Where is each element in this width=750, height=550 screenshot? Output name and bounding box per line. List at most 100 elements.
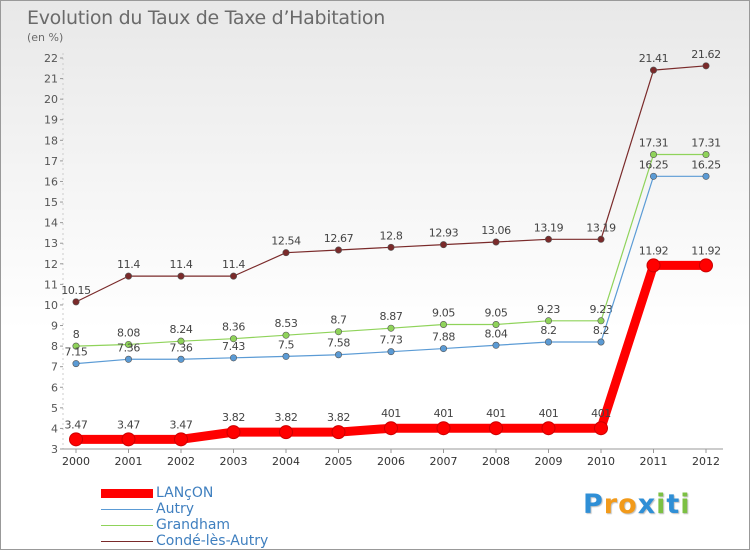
y-tick-label: 8	[51, 340, 58, 353]
data-point	[226, 425, 241, 440]
data-label: 8.24	[170, 323, 193, 336]
legend-label-grandham: Grandham	[156, 517, 231, 533]
data-point	[282, 249, 290, 257]
data-point	[387, 348, 395, 356]
y-tick-label: 15	[44, 196, 58, 209]
data-label: 12.8	[380, 229, 403, 242]
data-point	[544, 235, 552, 243]
data-point	[489, 421, 503, 436]
logo-letter: r	[603, 489, 619, 520]
x-tick-label: 2006	[377, 455, 405, 468]
data-label: 3.82	[327, 411, 350, 424]
y-tick-label: 11	[44, 278, 58, 291]
data-point	[177, 355, 185, 363]
logo-letter: o	[618, 489, 638, 520]
data-point	[334, 328, 342, 336]
data-label: 11.4	[222, 258, 245, 271]
data-label: 7.36	[117, 341, 140, 354]
y-tick-label: 16	[44, 175, 58, 188]
data-label: 7.88	[432, 331, 455, 344]
logo-letter: P	[583, 489, 604, 520]
data-label: 11.92	[691, 244, 721, 257]
data-label: 11.4	[170, 258, 193, 271]
data-point	[387, 324, 395, 332]
legend-label-autry: Autry	[156, 501, 194, 517]
data-label: 9.05	[485, 306, 508, 319]
y-axis-unit: (en %)	[27, 31, 64, 44]
data-point	[177, 272, 185, 280]
y-tick-label: 14	[44, 217, 58, 230]
y-tick-label: 4	[51, 422, 58, 435]
x-tick-label: 2007	[430, 455, 458, 468]
data-point	[125, 340, 133, 348]
data-label: 401	[591, 407, 611, 420]
data-point	[702, 151, 710, 159]
data-point	[699, 258, 713, 273]
x-tick-label: 2009	[535, 455, 563, 468]
data-label: 3.47	[65, 418, 88, 431]
legend: LANçON Autry Grandham Condé-lès-Autry	[101, 485, 361, 550]
data-label: 401	[486, 407, 506, 420]
data-point	[492, 238, 500, 246]
data-point	[702, 172, 710, 180]
data-point	[282, 352, 290, 360]
y-tick-label: 9	[51, 320, 58, 333]
data-point	[177, 337, 185, 345]
x-tick-label: 2002	[167, 455, 195, 468]
data-label: 8	[73, 328, 80, 341]
x-tick-label: 2001	[115, 455, 143, 468]
data-point	[597, 317, 605, 325]
y-tick-label: 10	[44, 299, 58, 312]
data-label: 12.54	[271, 235, 301, 248]
data-label: 17.31	[639, 137, 669, 150]
legend-item-conde-les-autry: Condé-lès-Autry	[101, 533, 361, 550]
data-point	[439, 345, 447, 353]
y-tick-label: 7	[51, 361, 58, 374]
data-label: 9.23	[590, 303, 613, 316]
data-point	[282, 331, 290, 339]
legend-item-lancon: LANçON	[101, 485, 361, 502]
data-label: 16.25	[639, 158, 669, 171]
data-label: 8.87	[380, 310, 403, 323]
data-point	[72, 298, 80, 306]
data-point	[436, 421, 451, 436]
data-label: 12.67	[324, 232, 354, 245]
data-point	[649, 151, 657, 159]
data-label: 9.05	[432, 306, 455, 319]
logo-letter: i	[680, 489, 691, 520]
data-point	[384, 421, 398, 436]
x-tick-label: 2005	[325, 455, 353, 468]
x-tick-label: 2003	[220, 455, 248, 468]
y-tick-label: 6	[51, 381, 58, 394]
data-label: 11.4	[117, 258, 140, 271]
data-point	[230, 335, 238, 343]
data-point	[646, 258, 661, 273]
data-label: 13.06	[481, 224, 511, 237]
data-point	[649, 66, 657, 74]
data-point	[597, 235, 605, 243]
x-tick-label: 2010	[587, 455, 615, 468]
data-point	[439, 241, 447, 249]
data-label: 7.15	[65, 346, 88, 359]
legend-item-autry: Autry	[101, 501, 361, 518]
data-label: 401	[381, 407, 401, 420]
data-point	[334, 246, 342, 254]
data-point	[331, 425, 346, 440]
data-point	[279, 425, 293, 440]
data-point	[230, 354, 238, 362]
data-label: 8.08	[117, 326, 140, 339]
y-tick-label: 12	[44, 258, 58, 271]
legend-label-lancon: LANçON	[156, 485, 214, 501]
data-label: 401	[539, 407, 559, 420]
data-label: 12.93	[429, 227, 459, 240]
data-label: 7.43	[222, 340, 245, 353]
y-tick-label: 5	[51, 402, 58, 415]
y-tick-label: 22	[44, 52, 58, 65]
data-point	[649, 172, 657, 180]
data-point	[541, 421, 556, 436]
data-label: 7.5	[278, 338, 295, 351]
data-label: 3.82	[222, 411, 245, 424]
x-tick-label: 2000	[62, 455, 90, 468]
data-label: 3.47	[170, 418, 193, 431]
legend-item-grandham: Grandham	[101, 517, 361, 534]
